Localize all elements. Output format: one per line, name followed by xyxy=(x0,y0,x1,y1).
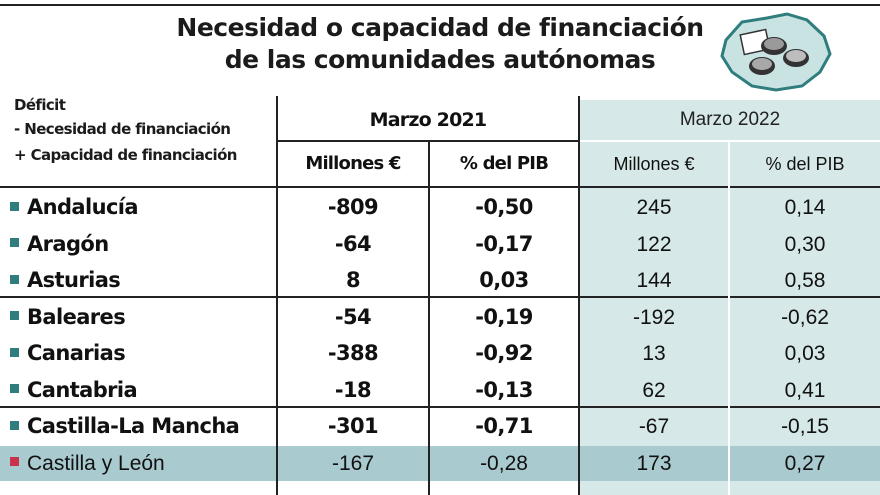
pib-2021: -0,13 xyxy=(475,377,533,402)
millions-2022: 144 xyxy=(636,269,672,292)
square-bullet-icon xyxy=(10,238,19,248)
coins-map-icon xyxy=(720,12,832,92)
title-line-2: de las comunidades autónomas xyxy=(224,45,656,74)
millions-2022: 245 xyxy=(636,196,672,219)
pib-2022: 0,14 xyxy=(784,196,826,219)
millions-2021: -18 xyxy=(334,377,372,402)
square-bullet-icon xyxy=(10,201,19,211)
millions-2022: -67 xyxy=(638,415,670,438)
region-name: Cantabria xyxy=(27,377,138,402)
square-bullet-icon xyxy=(10,347,19,357)
pib-2021: -0,19 xyxy=(475,304,533,329)
divider-2021 xyxy=(428,140,430,495)
divider-2022 xyxy=(728,142,730,495)
row-group-rule-2 xyxy=(0,406,880,408)
pib-2021: -0,71 xyxy=(475,414,533,438)
table-row: Castilla y León -167 -0,28 173 0,27 xyxy=(0,445,880,481)
col-header-millions-2022: Millones € xyxy=(580,142,728,186)
legend: Déficit - Necesidad de financiación + Ca… xyxy=(0,96,276,188)
millions-2022: 62 xyxy=(642,378,666,402)
table-row: Andalucía -809 -0,50 245 0,14 xyxy=(0,190,880,225)
square-bullet-icon xyxy=(10,420,19,430)
region-cell: Canarias xyxy=(10,336,276,371)
square-bullet-icon xyxy=(10,384,19,394)
group-header-2021: Marzo 2021 xyxy=(369,109,488,131)
region-name: Castilla y León xyxy=(27,451,165,475)
row-group-rule-1 xyxy=(0,296,880,298)
col-header-pib-2021: % del PIB xyxy=(459,153,549,174)
millions-2021: -301 xyxy=(327,414,379,438)
pib-2021: -0,92 xyxy=(475,341,533,365)
pib-2022: 0,58 xyxy=(784,269,826,292)
header: Necesidad o capacidad de financiación de… xyxy=(0,0,880,96)
millions-2021: -388 xyxy=(327,341,379,365)
square-bullet-icon xyxy=(10,274,19,284)
millions-2022: -192 xyxy=(632,305,676,329)
region-name: Canarias xyxy=(27,341,126,365)
divider-name xyxy=(276,96,278,495)
region-cell: Andalucía xyxy=(10,190,276,225)
millions-2022: 173 xyxy=(636,451,672,475)
region-name: Baleares xyxy=(27,304,126,329)
square-bullet-icon xyxy=(10,311,19,321)
top-rule xyxy=(0,4,880,6)
millions-2021: -54 xyxy=(334,304,372,329)
square-bullet-icon xyxy=(10,457,19,467)
shade-2022 xyxy=(580,188,880,495)
legend-deficit: Déficit xyxy=(14,96,66,114)
region-name: Castilla-La Mancha xyxy=(27,414,240,438)
millions-2021: 8 xyxy=(345,268,361,292)
divider-years xyxy=(578,96,580,495)
pib-2021: -0,17 xyxy=(475,231,533,256)
region-cell: Asturias xyxy=(10,263,276,298)
col-header-pib-2022: % del PIB xyxy=(730,142,880,186)
millions-2021: -167 xyxy=(331,451,375,475)
region-name: Asturias xyxy=(27,268,121,292)
pib-2022: 0,03 xyxy=(784,342,826,365)
legend-positive: + Capacidad de financiación xyxy=(14,146,237,164)
millions-2021: -64 xyxy=(334,231,372,256)
region-cell: Aragón xyxy=(10,227,276,262)
table-row: Cantabria -18 -0,13 62 0,41 xyxy=(0,373,880,408)
pib-2022: 0,30 xyxy=(784,232,826,256)
millions-2022: 122 xyxy=(636,232,672,256)
pib-2022: 0,27 xyxy=(784,451,826,475)
region-cell: Baleares xyxy=(10,300,276,335)
millions-2021: -809 xyxy=(327,195,379,219)
region-cell: Castilla y León xyxy=(10,446,276,481)
region-cell: Cantabria xyxy=(10,373,276,408)
title-line-1: Necesidad o capacidad de financiación xyxy=(176,13,704,42)
group-header-2022: Marzo 2022 xyxy=(580,100,880,140)
pib-2021: -0,50 xyxy=(475,195,533,219)
table-row: Aragón -64 -0,17 122 0,30 xyxy=(0,227,880,262)
pib-2022: 0,41 xyxy=(784,378,826,402)
legend-negative: - Necesidad de financiación xyxy=(14,120,231,138)
col-header-millions-2021: Millones € xyxy=(305,153,401,174)
table-title: Necesidad o capacidad de financiación de… xyxy=(150,12,730,76)
region-name: Andalucía xyxy=(27,195,139,219)
region-name: Aragón xyxy=(27,231,109,256)
millions-2022: 13 xyxy=(642,342,666,365)
table-row: Canarias -388 -0,92 13 0,03 xyxy=(0,336,880,371)
pib-2022: -0,62 xyxy=(781,305,829,329)
table-row: Castilla-La Mancha -301 -0,71 -67 -0,15 xyxy=(0,409,880,444)
table-row: Asturias 8 0,03 144 0,58 xyxy=(0,263,880,298)
header-rule xyxy=(0,186,880,188)
pib-2021: -0,28 xyxy=(480,451,528,475)
region-cell: Castilla-La Mancha xyxy=(10,409,276,444)
pib-2021: 0,03 xyxy=(479,268,529,292)
pib-2022: -0,15 xyxy=(781,415,829,438)
table-row: Baleares -54 -0,19 -192 -0,62 xyxy=(0,300,880,335)
